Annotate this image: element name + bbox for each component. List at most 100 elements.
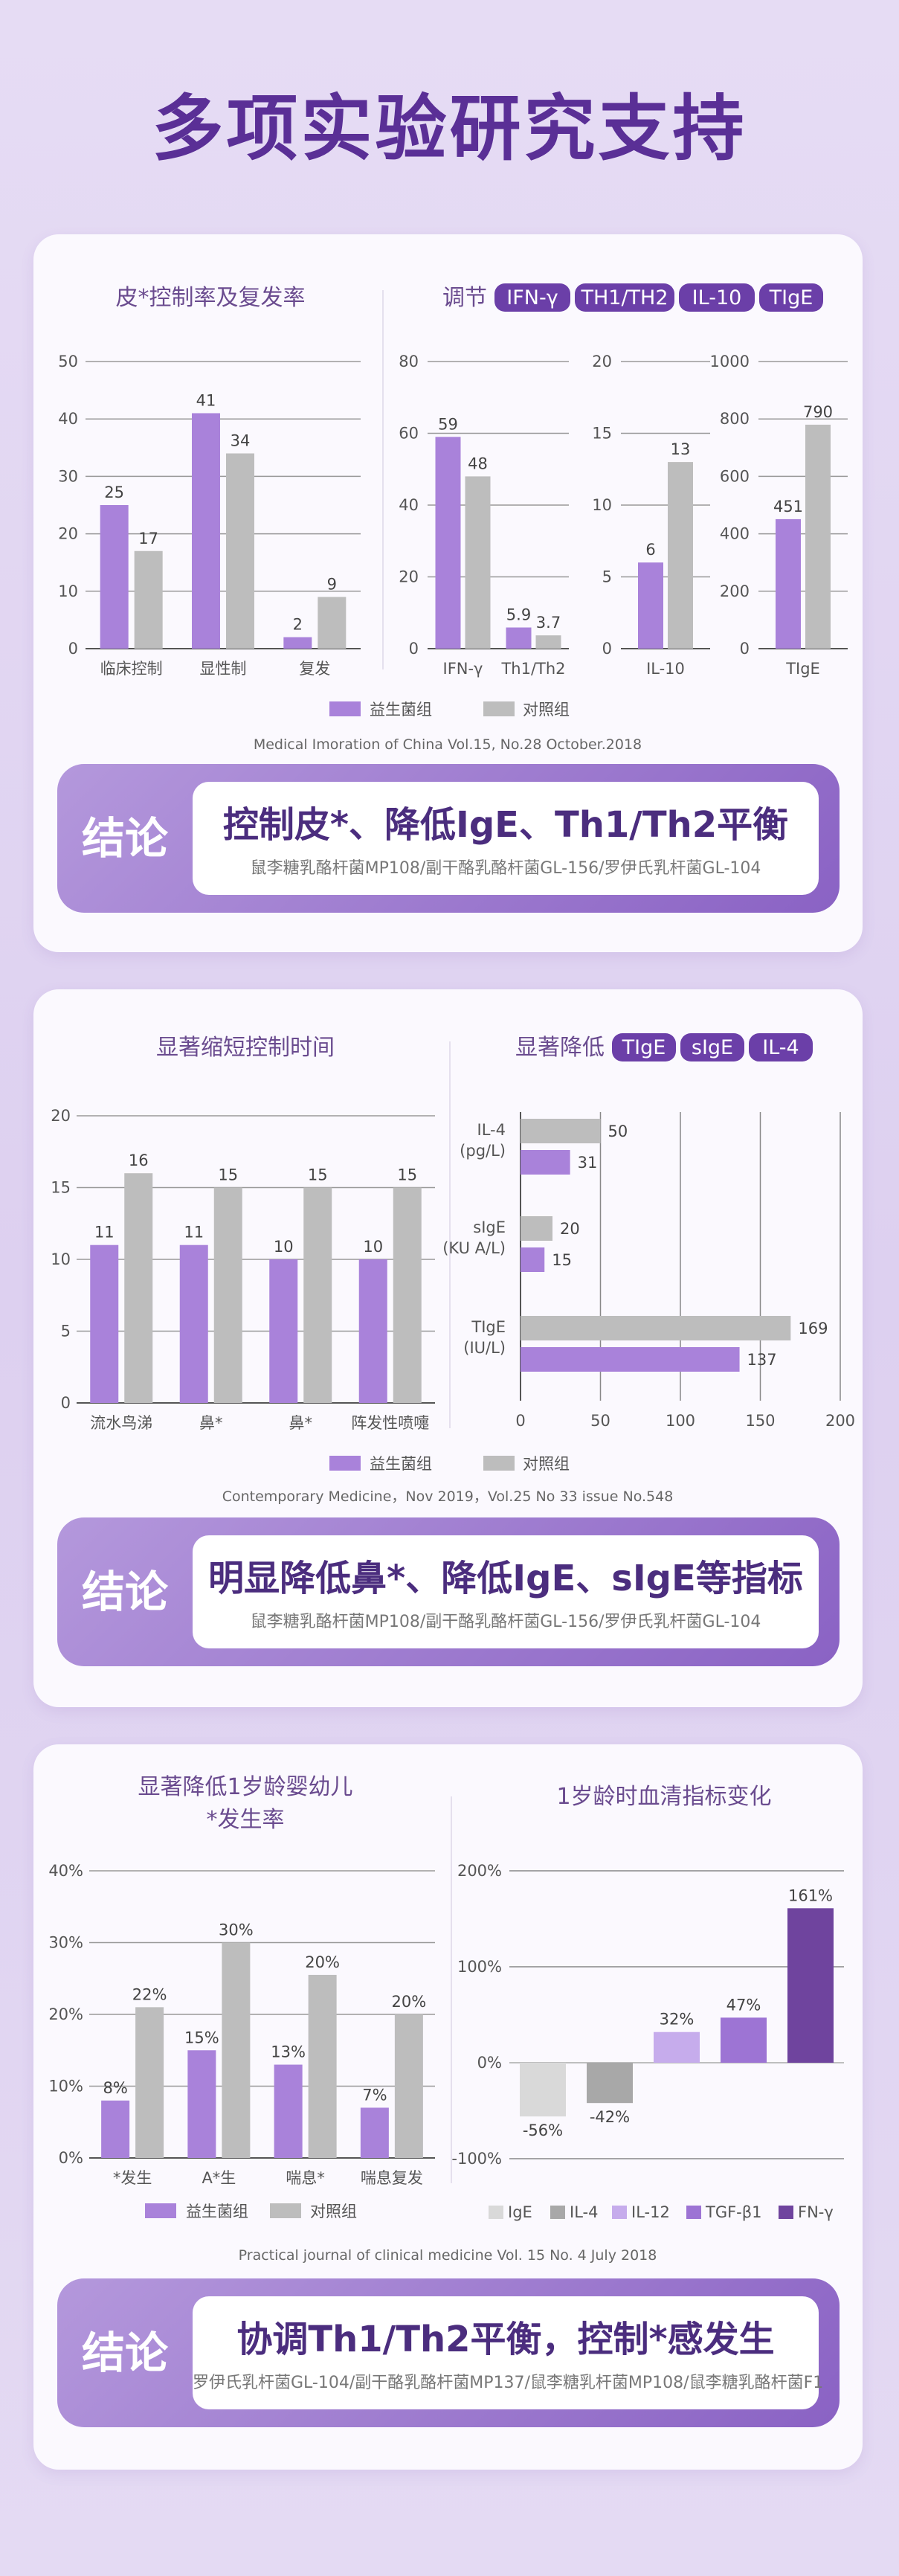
legend-swatch-control [483, 701, 515, 716]
bar-control [124, 1173, 153, 1403]
y-tick-label: 0 [740, 640, 750, 658]
legend: 益生菌组 对照组 [145, 2203, 357, 2220]
bar-probiotic [360, 2107, 389, 2158]
legend-label: FN-γ [798, 2203, 834, 2221]
chart5-title: 显著缩短控制时间 [156, 1035, 335, 1061]
y-tick-label: 10 [58, 582, 78, 600]
y-tick-label: 0 [68, 640, 78, 658]
conclusion-label: 结论 [81, 1567, 168, 1617]
title-tag-label: sIgE [692, 1036, 733, 1059]
chart-title-line: 显著降低1岁龄婴幼儿 [138, 1774, 352, 1800]
card1-charts: 皮*控制率及复发率 010203040502517临床控制4134显性制29复发… [58, 283, 848, 753]
y-tick-label: 15 [51, 1179, 71, 1197]
data-label: 17 [138, 530, 158, 547]
data-label: 10 [363, 1238, 383, 1256]
data-label: 32% [660, 2011, 695, 2029]
bar-probiotic [435, 437, 461, 649]
bar-probiotic [192, 413, 220, 649]
data-label: 15 [218, 1166, 238, 1184]
chart2-title: 调节 IFN-γ TH1/TH2 IL-10 TIgE [442, 283, 823, 312]
chart-ige-reduction: 0 50 100 150 200 IL-4 (pg/L) 50 31 sIgE (KU A/L) 20… [442, 1112, 855, 1430]
x-tick-label: 50 [590, 1412, 610, 1430]
data-label: 48 [468, 455, 488, 472]
x-tick-label: A*生 [202, 2169, 236, 2187]
chart6-title: 显著降低 TIgE sIgE IL-4 [515, 1033, 813, 1061]
conclusion-panel: 结论 控制皮*、降低IgE、Th1/Th2平衡 鼠李糖乳酪杆菌MP108/副干酪… [57, 764, 840, 913]
conclusion-strains: 鼠李糖乳酪杆菌MP108/副干酪乳酪杆菌GL-156/罗伊氏乳杆菌GL-104 [250, 1613, 761, 1631]
bar-control [465, 476, 491, 649]
x-tick-label: 100 [666, 1412, 695, 1430]
x-tick-label: 鼻* [199, 1414, 223, 1432]
conclusion-panel: 结论 协调Th1/Th2平衡，控制*感发生 罗伊氏乳杆菌GL-104/副干酪乳酪… [57, 2278, 840, 2427]
y-tick-label: 0% [59, 2149, 83, 2167]
chart7-title: 显著降低1岁龄婴幼儿 *发生率 [138, 1774, 352, 1833]
y-tick-unit: (IU/L) [463, 1339, 506, 1357]
conclusion-label: 结论 [81, 813, 168, 864]
conclusion-headline: 控制皮*、降低IgE、Th1/Th2平衡 [222, 804, 789, 846]
bar-control [521, 1316, 791, 1340]
data-label: 50 [608, 1122, 628, 1140]
bar-IL-4 [587, 2063, 633, 2104]
bar-control [535, 635, 561, 649]
bar-control [226, 453, 254, 649]
data-label: 13% [271, 2043, 306, 2061]
data-label: -42% [590, 2108, 630, 2126]
y-tick-label: 40 [399, 496, 419, 514]
bar-control [394, 2014, 423, 2158]
legend: 益生菌组 对照组 [329, 1455, 570, 1473]
y-tick-label: 400 [720, 525, 750, 543]
data-label: 20% [305, 1953, 340, 1971]
legend-probiotic: 益生菌组 [370, 1455, 432, 1473]
chart-title-line: *发生率 [207, 1807, 285, 1833]
chart-title-prefix: 显著降低 [515, 1035, 605, 1061]
y-tick-unit: (KU A/L) [442, 1239, 506, 1257]
legend-swatch-probiotic [329, 701, 361, 716]
legend-serum: IgE IL-4 IL-12 TGF-β1 FN-γ [489, 2203, 834, 2221]
legend-swatch-control [270, 2203, 301, 2218]
bar-control [318, 597, 347, 649]
bar-probiotic [101, 2100, 130, 2158]
title-tag-pill [749, 1033, 813, 1061]
title-tag-label: IFN-γ [506, 286, 558, 309]
legend-control: 对照组 [523, 1455, 570, 1473]
bar-probiotic [179, 1244, 208, 1403]
legend-swatch-probiotic [329, 1456, 361, 1471]
title-tag-pill [494, 283, 570, 312]
bar-control [521, 1119, 601, 1143]
y-tick-label: 30% [48, 1934, 83, 1952]
y-tick-label: 0 [602, 640, 612, 658]
chart-serum-change: -100% 0% 100% 200% -56% -42% 32% 47% 161% [451, 1862, 844, 2168]
conclusion-box: 控制皮*、降低IgE、Th1/Th2平衡 鼠李糖乳酪杆菌MP108/副干酪乳酪杆… [193, 782, 819, 895]
conclusion-panel: 结论 明显降低鼻*、降低IgE、sIgE等指标 鼠李糖乳酪杆菌MP108/副干酪… [57, 1517, 840, 1666]
study-card-2: 显著缩短控制时间 0 5 10 15 20 11 16 流水鸟涕 11 15 鼻* 10 15 鼻* 10 1… [33, 989, 863, 1707]
y-tick-unit: (pg/L) [460, 1142, 506, 1160]
y-tick-label: sIgE [473, 1218, 506, 1236]
source-citation: Practical journal of clinical medicine V… [239, 2247, 657, 2264]
y-tick-label: IL-4 [477, 1121, 506, 1139]
title-tag-label: IL-4 [762, 1036, 799, 1059]
title-tag-pill [680, 1033, 744, 1061]
data-label: 9 [327, 576, 337, 594]
legend-control: 对照组 [310, 2203, 357, 2220]
page-title: 多项实验研究支持 [152, 87, 747, 170]
bar-TGF-β1 [721, 2017, 767, 2063]
legend-swatch [489, 2206, 503, 2219]
legend-label: IgE [508, 2203, 532, 2221]
conclusion-box: 明显降低鼻*、降低IgE、sIgE等指标 鼠李糖乳酪杆菌MP108/副干酪乳酪杆… [193, 1535, 819, 1648]
bar-probiotic [100, 505, 129, 649]
x-tick-label: *发生 [113, 2169, 152, 2187]
bar-probiotic [187, 2050, 216, 2158]
conclusion-label: 结论 [81, 2328, 168, 2378]
chart8-title: 1岁龄时血清指标变化 [556, 1784, 771, 1810]
study-card-3: 显著降低1岁龄婴幼儿 *发生率 0% 10% 20% 30% 40% 8% 22% *发生 15%… [33, 1744, 863, 2470]
y-tick-label: 20 [51, 1107, 71, 1125]
data-label: 137 [747, 1351, 777, 1369]
x-tick-label: 鼻* [289, 1414, 313, 1432]
legend-swatch [779, 2206, 793, 2219]
legend-swatch-control [483, 1456, 515, 1471]
y-tick-label: 200 [720, 582, 750, 600]
chart1-title: 皮*控制率及复发率 [116, 285, 306, 311]
data-label: 5.9 [506, 606, 531, 624]
data-label: 13 [671, 440, 691, 458]
legend: 益生菌组 对照组 [329, 701, 570, 719]
